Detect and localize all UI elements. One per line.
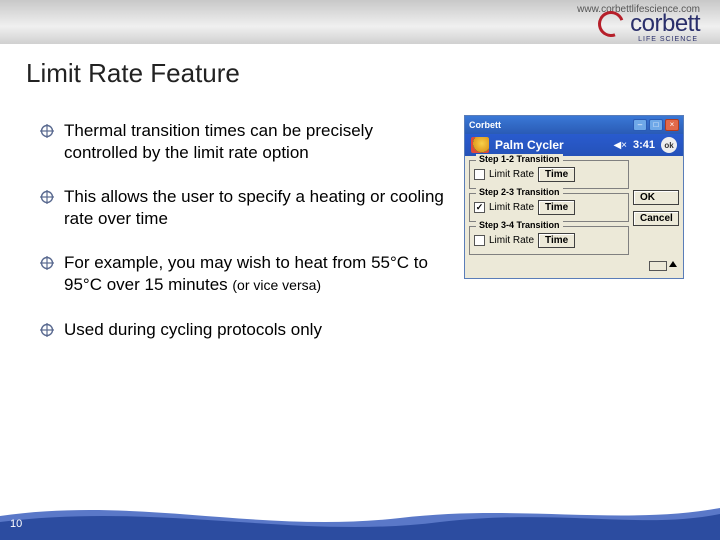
limit-rate-label: Limit Rate	[489, 169, 534, 180]
close-icon[interactable]: ×	[665, 119, 679, 131]
embedded-screenshot: Corbett ‒ □ × Palm Cycler ◀× 3:41 ok Ste…	[464, 115, 684, 279]
limit-rate-checkbox[interactable]	[474, 202, 485, 213]
window-buttons: ‒ □ ×	[633, 119, 679, 131]
bullet-target-icon	[40, 124, 54, 138]
transition-group: Step 1-2 TransitionLimit RateTime	[469, 160, 629, 189]
group-row: Limit Rate Time	[474, 200, 624, 215]
bullet-text-small: (or vice versa)	[232, 277, 321, 293]
footer-wave	[0, 494, 720, 540]
dialog-buttons: OK Cancel	[633, 160, 679, 255]
limit-rate-checkbox[interactable]	[474, 235, 485, 246]
minimize-icon[interactable]: ‒	[633, 119, 647, 131]
page-number: 10	[10, 518, 22, 530]
app-body: Step 1-2 Transition Limit Rate Time Step 2-…	[465, 156, 683, 259]
bullet-item: Thermal transition times can be precisel…	[40, 120, 448, 164]
bullet-text: This allows the user to specify a heatin…	[64, 186, 448, 230]
bullet-target-icon	[40, 190, 54, 204]
bullet-text: Used during cycling protocols only	[64, 319, 322, 341]
transition-group: Step 2-3 TransitionLimit RateTime	[469, 193, 629, 222]
ok-button[interactable]: OK	[633, 190, 679, 205]
group-row: Limit Rate Time	[474, 167, 624, 182]
group-legend: Step 3-4 Transition	[476, 220, 563, 230]
window-title: Corbett	[469, 120, 501, 130]
time-button[interactable]: Time	[538, 167, 575, 182]
brand-name: corbett	[630, 10, 700, 38]
group-row: Limit Rate Time	[474, 233, 624, 248]
clock: 3:41	[633, 139, 655, 151]
group-legend: Step 1-2 Transition	[476, 154, 563, 164]
bullet-target-icon	[40, 256, 54, 270]
time-button[interactable]: Time	[538, 233, 575, 248]
bullet-text: For example, you may wish to heat from 5…	[64, 252, 448, 296]
window-titlebar: Corbett ‒ □ ×	[465, 116, 683, 134]
transition-groups: Step 1-2 TransitionLimit RateTimeStep 2-…	[469, 160, 629, 255]
brand-logo: corbett LIFE SCIENCE	[598, 10, 700, 43]
keyboard-icon[interactable]	[649, 261, 667, 271]
bullet-item: Used during cycling protocols only	[40, 319, 448, 341]
slide: www.corbettlifescience.com corbett LIFE …	[0, 0, 720, 540]
limit-rate-checkbox[interactable]	[474, 169, 485, 180]
ok-badge[interactable]: ok	[661, 137, 677, 153]
bullet-target-icon	[40, 323, 54, 337]
limit-rate-label: Limit Rate	[489, 202, 534, 213]
bullet-list: Thermal transition times can be precisel…	[40, 120, 448, 363]
limit-rate-label: Limit Rate	[489, 235, 534, 246]
bullet-text: Thermal transition times can be precisel…	[64, 120, 448, 164]
slide-title: Limit Rate Feature	[26, 58, 240, 89]
cancel-button[interactable]: Cancel	[633, 211, 679, 226]
start-icon[interactable]	[471, 137, 489, 153]
group-legend: Step 2-3 Transition	[476, 187, 563, 197]
transition-group: Step 3-4 TransitionLimit RateTime	[469, 226, 629, 255]
maximize-icon[interactable]: □	[649, 119, 663, 131]
bullet-item: This allows the user to specify a heatin…	[40, 186, 448, 230]
app-title: Palm Cycler	[495, 138, 607, 152]
sip-row	[465, 259, 683, 278]
volume-icon[interactable]: ◀×	[613, 140, 627, 151]
app-header: Palm Cycler ◀× 3:41 ok	[465, 134, 683, 156]
logo-ring-icon	[593, 7, 628, 42]
bullet-item: For example, you may wish to heat from 5…	[40, 252, 448, 296]
time-button[interactable]: Time	[538, 200, 575, 215]
keyboard-chevron-icon[interactable]	[669, 261, 677, 267]
